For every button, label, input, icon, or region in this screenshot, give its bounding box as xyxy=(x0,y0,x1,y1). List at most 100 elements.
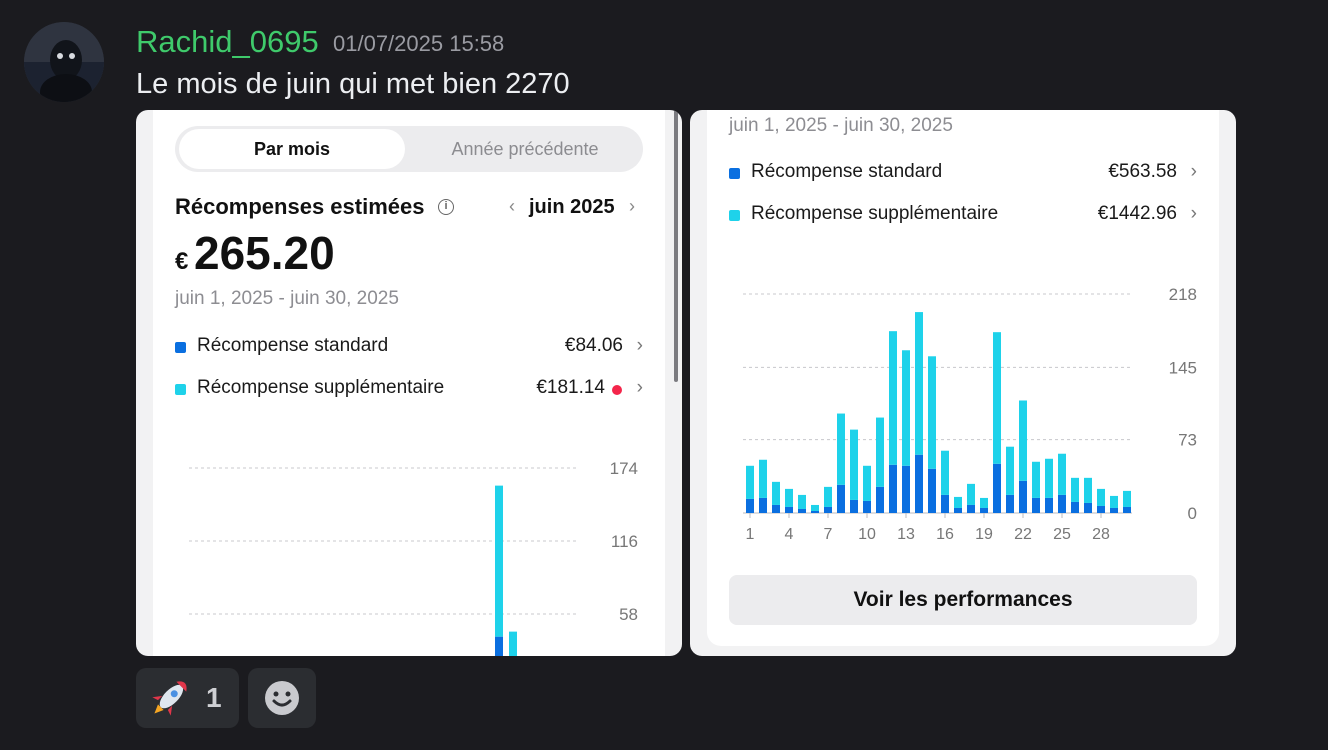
y-tick-label: 116 xyxy=(611,532,638,551)
reward-label: Récompense supplémentaire xyxy=(751,203,999,224)
y-tick-label: 0 xyxy=(1188,504,1197,523)
bar-supplementaire xyxy=(863,465,871,501)
x-tick-label: 28 xyxy=(1092,526,1110,543)
attachment-image-2[interactable]: juin 1, 2025 - juin 30, 2025 Récompense … xyxy=(690,110,1236,656)
supplementaire-legend-swatch xyxy=(175,384,186,395)
y-tick-label: 218 xyxy=(1169,285,1197,304)
bar-supplementaire xyxy=(759,459,767,498)
reward-row-supplementaire[interactable]: Récompense supplémentaire €181.14 › xyxy=(175,377,643,405)
bar-supplementaire xyxy=(1006,446,1014,495)
bar-supplementaire xyxy=(1045,458,1053,498)
x-tick-label: 22 xyxy=(1014,526,1032,543)
bar-standard xyxy=(967,504,975,513)
user-avatar[interactable] xyxy=(24,22,104,102)
bar-supplementaire xyxy=(902,350,910,466)
supplementaire-legend-swatch xyxy=(729,210,740,221)
date-range: juin 1, 2025 - juin 30, 2025 xyxy=(175,288,399,309)
bar-standard xyxy=(495,636,503,656)
bar-standard xyxy=(902,465,910,513)
bar-standard xyxy=(1058,494,1066,513)
bar-standard xyxy=(1032,497,1040,513)
chevron-left-icon[interactable]: ‹ xyxy=(509,196,515,216)
bar-standard xyxy=(876,486,884,513)
bar-supplementaire xyxy=(1019,400,1027,481)
reaction-rocket[interactable]: 1 xyxy=(136,668,239,728)
bar-supplementaire xyxy=(824,486,832,507)
reward-label: Récompense supplémentaire xyxy=(197,377,445,398)
bar-standard xyxy=(928,468,936,513)
bar-standard xyxy=(941,494,949,513)
x-tick-label: 4 xyxy=(785,526,794,543)
bar-supplementaire xyxy=(1123,490,1131,507)
bar-standard xyxy=(1071,501,1079,513)
bar-standard xyxy=(824,506,832,513)
amount-currency: € xyxy=(175,248,189,275)
x-tick-label: 16 xyxy=(936,526,954,543)
reward-value: €84.06 xyxy=(564,335,623,356)
bar-supplementaire xyxy=(1032,461,1040,498)
info-icon[interactable]: i xyxy=(438,199,454,215)
bar-standard xyxy=(811,510,819,513)
reward-label: Récompense standard xyxy=(751,161,943,182)
bar-supplementaire xyxy=(876,417,884,487)
reaction-count: 1 xyxy=(206,682,222,713)
chevron-right-icon[interactable]: › xyxy=(629,196,635,216)
bar-supplementaire xyxy=(785,488,793,507)
tab-par-mois[interactable]: Par mois xyxy=(179,129,405,169)
add-reaction-button[interactable] xyxy=(248,668,316,728)
tab-annee-precedente[interactable]: Année précédente xyxy=(451,139,599,159)
bar-standard xyxy=(954,507,962,513)
bar-supplementaire xyxy=(850,429,858,500)
x-tick-label: 1 xyxy=(746,526,755,543)
attachment-image-1[interactable]: Par mois Année précédente Récompenses es… xyxy=(136,110,682,656)
x-tick-label: 7 xyxy=(824,526,833,543)
bar-standard xyxy=(837,484,845,513)
bar-supplementaire xyxy=(1071,477,1079,502)
bar-supplementaire xyxy=(837,413,845,485)
rewards-title: Récompenses estimées xyxy=(175,194,425,219)
reward-row-supplementaire[interactable]: Récompense supplémentaire €1442.96 › xyxy=(729,203,1197,231)
rewards-amount: 265.20 xyxy=(194,227,335,279)
reward-row-standard[interactable]: Récompense standard €84.06 › xyxy=(175,335,643,363)
rewards-panel: Par mois Année précédente Récompenses es… xyxy=(153,110,665,656)
x-tick-label: 10 xyxy=(858,526,876,543)
username[interactable]: Rachid_0695 xyxy=(136,24,319,59)
reward-value: €563.58 xyxy=(1108,161,1177,182)
notification-dot xyxy=(612,385,622,395)
bar-supplementaire xyxy=(798,494,806,509)
bar-supplementaire xyxy=(928,356,936,469)
bar-standard xyxy=(980,507,988,513)
reward-row-standard[interactable]: Récompense standard €563.58 › xyxy=(729,161,1197,189)
bar-supplementaire xyxy=(1058,453,1066,495)
bar-supplementaire xyxy=(954,496,962,508)
bar-standard xyxy=(1084,502,1092,513)
period-toggle: Par mois Année précédente xyxy=(175,126,643,172)
chevron-right-icon: › xyxy=(636,335,643,356)
bar-supplementaire xyxy=(1097,488,1105,506)
x-tick-label: 25 xyxy=(1053,526,1071,543)
bar-standard xyxy=(1123,506,1131,513)
avatar-image xyxy=(24,22,104,102)
rewards-panel: juin 1, 2025 - juin 30, 2025 Récompense … xyxy=(707,110,1219,646)
bar-standard xyxy=(915,454,923,513)
bar-supplementaire xyxy=(811,504,819,511)
bar-supplementaire xyxy=(495,485,503,637)
bar-standard xyxy=(1097,505,1105,513)
chevron-right-icon: › xyxy=(636,377,643,398)
timestamp: 01/07/2025 15:58 xyxy=(333,31,505,56)
bar-standard xyxy=(993,463,1001,513)
chevron-right-icon: › xyxy=(1190,203,1197,224)
bar-standard xyxy=(1045,497,1053,513)
reward-label: Récompense standard xyxy=(197,335,389,356)
bar-standard xyxy=(759,497,767,513)
bar-supplementaire xyxy=(509,631,517,656)
rocket-icon xyxy=(152,681,187,716)
scrollbar[interactable] xyxy=(674,110,678,382)
rewards-chart-2: 218 145 73 0 1 4 7 10 13 16 19 22 25 28 xyxy=(743,285,1197,543)
bar-supplementaire xyxy=(967,483,975,505)
bar-standard xyxy=(746,498,754,513)
smiley-icon xyxy=(265,681,299,715)
rewards-chart-1: 174 116 58 xyxy=(189,459,638,656)
bar-supplementaire xyxy=(889,331,897,465)
voir-performances-button[interactable]: Voir les performances xyxy=(729,575,1197,625)
